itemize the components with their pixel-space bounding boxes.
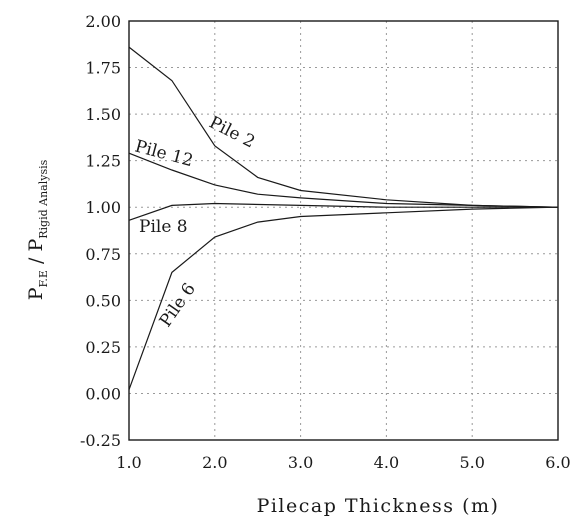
- plot-frame: [128, 20, 559, 441]
- y-axis-title-p2: P: [25, 239, 47, 252]
- y-tick-label: 1.00: [85, 198, 121, 217]
- y-axis-title: PF.E / PRigid Analysis: [25, 159, 50, 300]
- x-tick-label: 1.0: [116, 453, 141, 472]
- y-tick-label: 0.75: [85, 245, 121, 264]
- y-tick-labels: 2.00 1.75 1.50 1.25 1.00 0.75 0.50 0.25 0.00 -0.2…: [80, 12, 121, 450]
- y-axis-title-sub1: F.E: [37, 270, 50, 287]
- x-tick-label: 5.0: [459, 453, 484, 472]
- y-tick-label: 2.00: [85, 12, 121, 31]
- y-axis-title-p1: P: [25, 287, 47, 300]
- series-line-pile-12: [128, 152, 559, 208]
- y-tick-label: 1.50: [85, 105, 121, 124]
- series-label-pile-6: Pile 6: [156, 280, 200, 331]
- y-tick-label: 0.00: [85, 384, 121, 403]
- y-tick-label: 1.75: [85, 59, 121, 78]
- y-axis-title-separator: /: [25, 252, 47, 270]
- series-labels: Pile 2 Pile 12 Pile 8 Pile 6: [133, 113, 258, 331]
- series-line-pile-8: [128, 202, 558, 221]
- x-tick-label: 2.0: [202, 453, 227, 472]
- y-tick-label: 1.25: [85, 152, 121, 171]
- x-tick-label: 3.0: [288, 453, 313, 472]
- x-tick-label: 4.0: [374, 453, 399, 472]
- grid-layer: [129, 21, 558, 440]
- series-label-pile-12: Pile 12: [133, 137, 196, 172]
- y-axis-title-sub2: Rigid Analysis: [37, 159, 50, 238]
- y-tick-label: -0.25: [80, 431, 121, 450]
- series-label-pile-2: Pile 2: [206, 113, 258, 153]
- y-tick-label: 0.50: [85, 291, 121, 310]
- x-axis-title: Pilecap Thickness (m): [257, 495, 500, 517]
- x-tick-labels: 1.0 2.0 3.0 4.0 5.0 6.0: [116, 453, 570, 472]
- series-line-pile-6: [128, 206, 559, 390]
- y-tick-label: 0.25: [85, 338, 121, 357]
- series-line-pile-2: [128, 46, 559, 208]
- series-layer: [128, 46, 559, 390]
- x-tick-label: 6.0: [545, 453, 570, 472]
- series-label-pile-8: Pile 8: [139, 217, 188, 237]
